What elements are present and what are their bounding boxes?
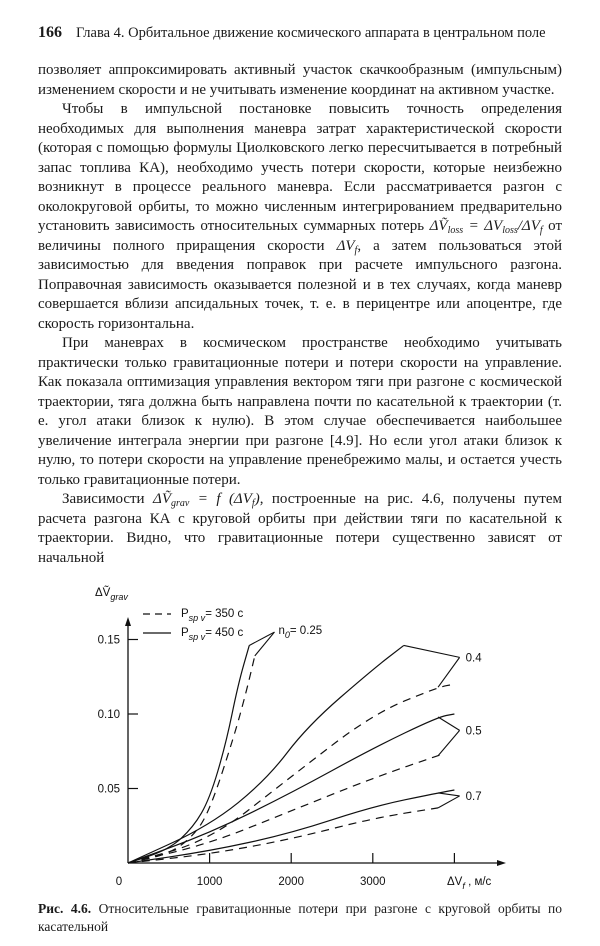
figure-caption: Рис. 4.6. Относительные гравитационные п… [38,900,562,946]
text: Зависимости [62,491,154,507]
curve-label: 0.5 [466,725,482,737]
curve-n0-0.7-solid [127,789,455,864]
legend-label: Psp v= 450 c [181,627,243,642]
x-axis-arrow [497,860,506,866]
leader-line [437,795,460,809]
running-title: Глава 4. Орбитальное движение космическо… [76,25,546,41]
formula-grav: ΔṼgrav = f (ΔVf) [153,491,260,509]
x-tick-label: 2000 [278,876,304,888]
curve-label: 0.7 [466,791,482,803]
leader-line [254,631,275,657]
paragraph-1: позволяет аппроксимировать активный учас… [38,62,562,98]
leader-line [437,657,461,688]
text: от величины полного приращения скорости [38,218,562,254]
figure-4-6: 0 1000 2000 3000 0.05 0.10 0.15 ΔṼgrav ΔVf , м/с… [0,576,600,896]
x-tick-label: 1000 [197,876,223,888]
x-tick-label: 0 [116,876,122,888]
running-header: 166 Глава 4. Орбитальное движение космиче… [38,24,562,42]
x-tick-label: 3000 [360,876,386,888]
curve-n0-0.5-solid [127,713,455,864]
legend-label: Psp v= 350 c [181,608,243,623]
caption-label: Рис. 4.6. [38,901,92,916]
page-column: 166 Глава 4. Орбитальное движение космиче… [38,0,562,946]
paragraph-2: Чтобы в импульсной постановке повысить т… [38,100,562,334]
leader-line [403,644,460,658]
paragraph-4: Зависимости ΔṼgrav = f (ΔVf), построенны… [38,490,562,568]
leader-line [437,730,461,757]
curve-n0-0.4-solid [127,644,405,864]
text: , а затем пользоваться этой зависимостью… [38,237,562,332]
leader-line [438,792,460,797]
y-tick-label: 0.15 [98,635,120,647]
formula-loss: ΔṼloss = ΔVloss/ΔVf [429,218,543,236]
leader-line [437,716,460,731]
paragraph-3: При маневрах в космическом пространстве … [38,335,562,488]
text: , построенные на рис. 4.6, получены путе… [38,491,562,566]
figure-4-6-chart: 0 1000 2000 3000 0.05 0.10 0.15 ΔṼgrav ΔVf , м/с… [95,586,506,891]
y-axis-label: ΔṼgrav [95,586,128,602]
curve-n0-0.4-dashed [127,683,455,864]
text: Чтобы в импульсной постановке повысить т… [38,101,562,234]
leader-line [248,631,275,646]
formula-dvf: ΔVf [336,237,358,256]
curve-label: n0= 0.25 [278,625,322,640]
body-text: позволяет аппроксимировать активный учас… [38,61,562,568]
curve-label: 0.4 [466,652,483,664]
curve-n0-0.5-dashed [127,753,443,864]
curve-n0-0.7-dashed [127,807,439,864]
caption-text: Относительные гравитационные потери при … [38,901,562,934]
curve-n0-0.25-solid [127,645,250,864]
y-tick-label: 0.10 [98,709,120,721]
curve-n0-0.25-dashed [127,655,256,864]
y-tick-label: 0.05 [98,784,120,796]
page-number: 166 [38,24,62,41]
x-axis-label: ΔVf , м/с [447,876,492,891]
y-axis-arrow [125,617,131,626]
